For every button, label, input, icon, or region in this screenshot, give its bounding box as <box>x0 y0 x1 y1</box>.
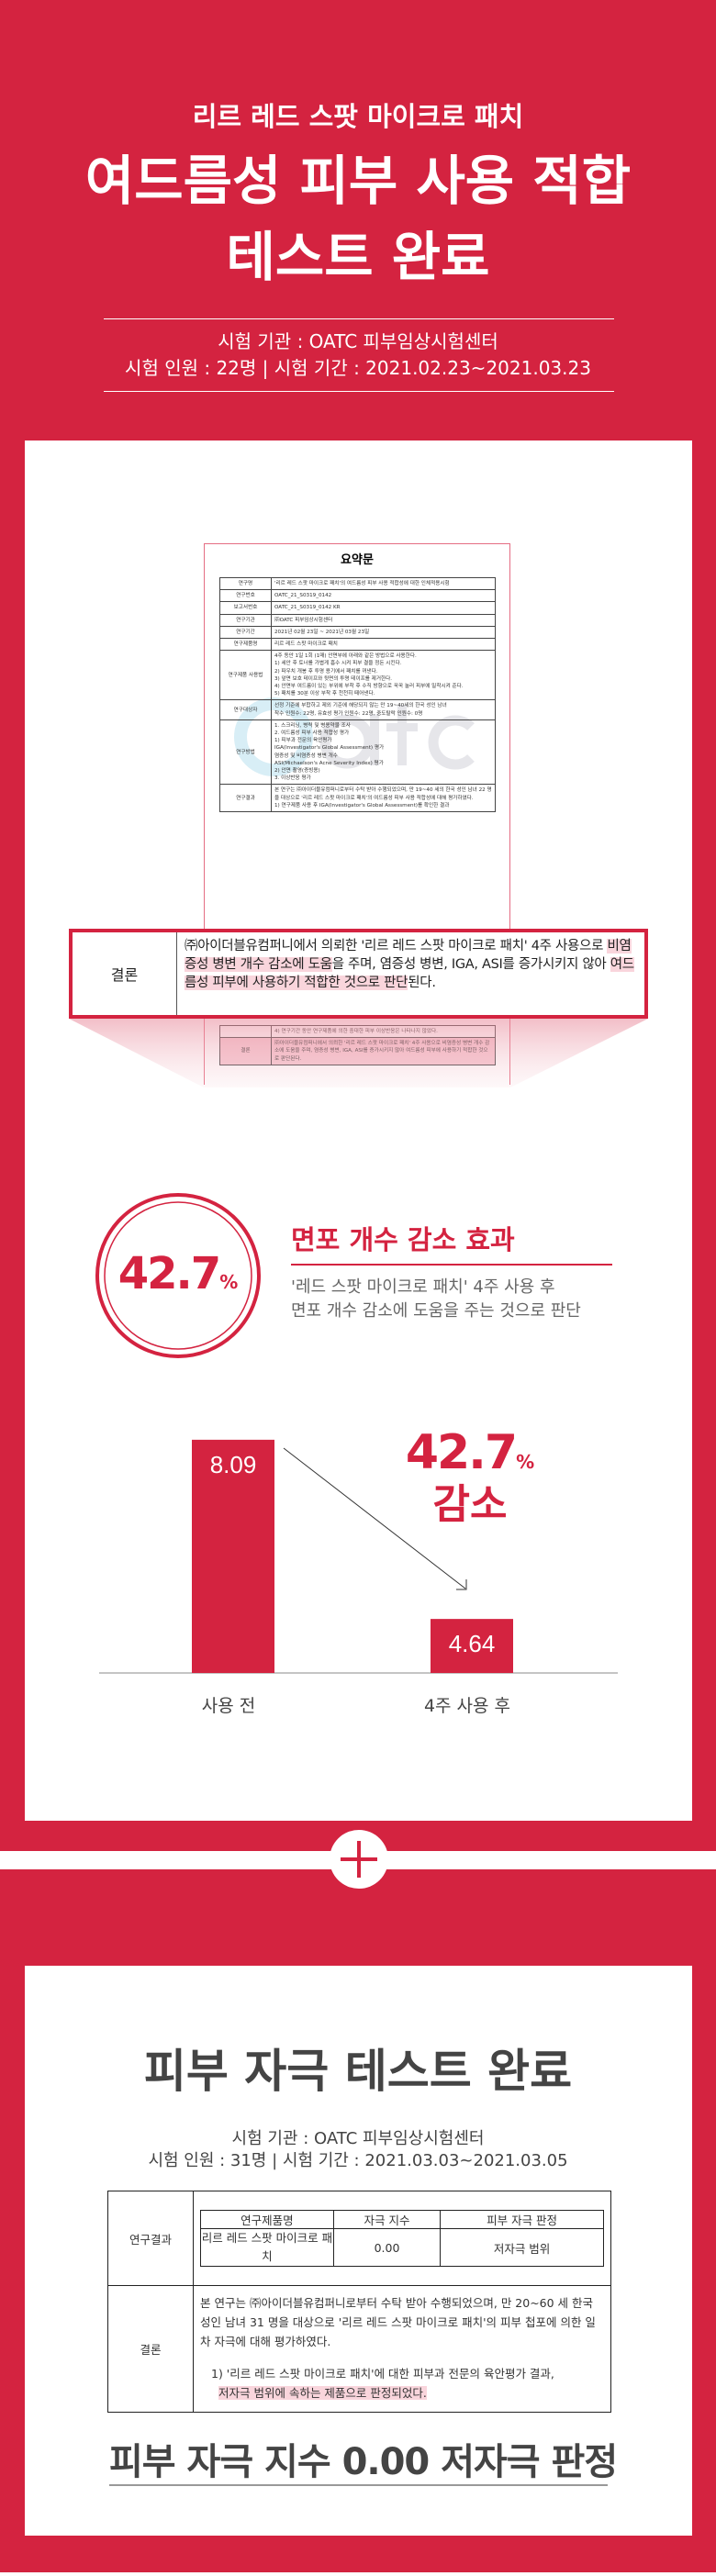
annotation-unit: % <box>516 1451 535 1473</box>
irritation-institution: 시험 기관 : OATC 피부임상시험센터 <box>231 2129 485 2148</box>
conclusion-label: 결론 <box>73 932 177 1015</box>
page-title-line2: 테스트 완료 <box>226 226 490 288</box>
document-row: 연구기간 2021년 02월 23일 ~ 2021년 03월 23일 <box>219 625 496 640</box>
badge-value: 42.7 <box>117 1248 221 1299</box>
irritation-summary: 피부 자극 지수 0.00 저자극 판정 <box>109 2441 618 2483</box>
irritation-participants-period: 시험 인원 : 31명 | 시험 기간 : 2021.03.03~2021.03… <box>148 2151 568 2170</box>
bar-value-label: 8.09 <box>210 1451 257 1478</box>
product-cell: 리르 레드 스팟 마이크로 패치 <box>200 2228 334 2267</box>
row-value: 본 연구는 ㈜아이더블유컴퍼니로부터 수탁 받아 수행되었으며, 만 19~40… <box>271 784 496 813</box>
document-row: 보고서번호 OATC_21_S0319_0142 KR <box>219 601 496 615</box>
summary-underline <box>109 2484 608 2486</box>
divider <box>104 318 614 319</box>
test-institution: 시험 기관 : OATC 피부임상시험센터 <box>218 330 498 352</box>
effect-title: 면포 개수 감소 효과 <box>291 1224 515 1255</box>
document-row: 연구대상자 선정 기준에 부합하고 제외 기준에 해당되지 않는 만 19~40세… <box>219 699 496 720</box>
row-value: 선정 기준에 부합하고 제외 기준에 해당되지 않는 만 19~40세의 한국 … <box>271 699 496 720</box>
row-label: 연구대상자 <box>219 699 272 720</box>
row-label: 연구번호 <box>219 589 272 603</box>
row-label: 연구명 <box>219 576 272 591</box>
row-label: 연구기간 <box>219 625 272 640</box>
row-label: 연구제품 사용법 <box>219 650 272 701</box>
row-value: OATC_21_S0319_0142 KR <box>271 601 496 615</box>
row-label: 연구결과 <box>219 784 272 813</box>
divider <box>104 391 614 392</box>
row-value: 리르 레드 스팟 마이크로 패치 <box>271 638 496 652</box>
document-row: 연구기관 ㈜OATC 피부임상시험센터 <box>219 613 496 627</box>
effect-desc-line1: '레드 스팟 마이크로 패치' 4주 사용 후 <box>291 1277 555 1297</box>
text: ㈜아이더블유컴퍼니에서 의뢰한 '리르 레드 스팟 마이크로 패치' 4주 사용… <box>185 939 608 953</box>
irritation-index-table: 연구제품명 자극 지수 피부 자극 판정 리르 레드 스팟 마이크로 패치 0.00 저… <box>200 2210 604 2267</box>
header-cell: 피부 자극 판정 <box>440 2210 604 2229</box>
annotation-value: 42.7 <box>405 1425 518 1480</box>
text: 된다. <box>408 976 436 990</box>
badge-unit: % <box>219 1271 239 1293</box>
irritation-result-table: 연구결과 연구제품명 자극 지수 피부 자극 판정 리르 레드 스팟 마이크로 패치… <box>107 2191 611 2413</box>
arrow-head-icon <box>456 1579 467 1590</box>
judgement-cell: 저자극 범위 <box>440 2228 604 2267</box>
plus-badge <box>330 1830 388 1889</box>
result-highlight: 저자극 범위에 속하는 제품으로 판정되었다. <box>218 2386 427 2400</box>
row-value: 2021년 02월 23일 ~ 2021년 03월 23일 <box>271 625 496 640</box>
effect-desc-line2: 면포 개수 감소에 도움을 주는 것으로 판단 <box>291 1301 581 1321</box>
row-label: 연구제품명 <box>219 638 272 652</box>
plus-icon-vertical <box>357 1841 361 1878</box>
conclusion-text: 본 연구는 ㈜아이더블유컴퍼니로부터 수탁 받아 수행되었으며, 만 20~60… <box>200 2296 596 2348</box>
percent-badge: 42.7% <box>94 1248 263 1310</box>
effect-underline <box>291 1264 612 1266</box>
document-row: 연구제품 사용법 4주 동안 1일 1회 (1매) 안면부에 아래와 같은 방법으… <box>219 650 496 701</box>
irritation-title: 피부 자극 테스트 완료 <box>143 2045 573 2098</box>
header-cell: 자극 지수 <box>332 2210 442 2229</box>
document-row: 연구제품명 리르 레드 스팟 마이크로 패치 <box>219 638 496 652</box>
decrease-label: 감소 <box>432 1481 508 1528</box>
index-cell: 0.00 <box>332 2228 442 2267</box>
bar-0 <box>192 1439 274 1673</box>
conclusion-label: 결론 <box>107 2285 194 2413</box>
page-title-line1: 여드름성 피부 사용 적합 <box>84 150 632 212</box>
bar-value-label: 4.64 <box>449 1630 496 1657</box>
percent-badge-ring <box>95 1193 261 1358</box>
row-value: 4주 동안 1일 1회 (1매) 안면부에 아래와 같은 방법으로 사용한다. … <box>271 650 496 701</box>
zoom-shading <box>69 1019 648 1087</box>
result-item: 1) '리르 레드 스팟 마이크로 패치'에 대한 피부과 전문의 육안평가 결… <box>211 2367 554 2381</box>
document-row: 연구명 '리르 레드 스팟 마이크로 패치'의 여드름성 피부 사용 적합성에 대… <box>219 576 496 591</box>
row-value: '리르 레드 스팟 마이크로 패치'의 여드름성 피부 사용 적합성에 대한 인… <box>271 576 496 591</box>
document-title: 요약문 <box>341 553 374 567</box>
category-label: 사용 전 <box>202 1696 255 1716</box>
summary-table: 연구명 '리르 레드 스팟 마이크로 패치'의 여드름성 피부 사용 적합성에 대… <box>219 576 496 813</box>
document-row: 연구방법 1. 스크리닝, 병력 및 병용약물 조사 2. 여드름성 피부 사용 … <box>219 719 496 786</box>
document-row: 연구결과 본 연구는 ㈜아이더블유컴퍼니로부터 수탁 받아 수행되었으며, 만 1… <box>219 784 496 813</box>
row-label: 연구기관 <box>219 613 272 627</box>
test-participants-period: 시험 인원 : 22명 | 시험 기간 : 2021.02.23~2021.03… <box>125 357 591 379</box>
document-row: 연구번호 OATC_21_S0319_0142 <box>219 589 496 603</box>
row-value: OATC_21_S0319_0142 <box>271 589 496 603</box>
product-subtitle: 리르 레드 스팟 마이크로 패치 <box>192 101 524 132</box>
category-label: 4주 사용 후 <box>424 1696 510 1716</box>
decrease-annotation: 42.7% <box>367 1428 573 1478</box>
results-label: 연구결과 <box>107 2191 194 2286</box>
row-value: ㈜OATC 피부임상시험센터 <box>271 613 496 627</box>
text: 을 주며, 염증성 병변, IGA, ASI를 증가시키지 않아 <box>331 957 610 972</box>
conclusion-highlight-box: 결론 ㈜아이더블유컴퍼니에서 의뢰한 '리르 레드 스팟 마이크로 패치' 4주… <box>69 929 648 1019</box>
decrease-arrow <box>283 1447 466 1589</box>
header-cell: 연구제품명 <box>200 2210 334 2229</box>
conclusion-text: ㈜아이더블유컴퍼니에서 의뢰한 '리르 레드 스팟 마이크로 패치' 4주 사용… <box>177 932 644 1015</box>
row-label: 보고서번호 <box>219 601 272 615</box>
bar-1 <box>431 1619 513 1673</box>
row-value: 1. 스크리닝, 병력 및 병용약물 조사 2. 여드름성 피부 사용 적합성 … <box>271 719 496 786</box>
comedone-bar-chart: 8.09 사용 전 4.64 4주 사용 후 <box>99 1439 618 1716</box>
row-label: 연구방법 <box>219 719 272 786</box>
